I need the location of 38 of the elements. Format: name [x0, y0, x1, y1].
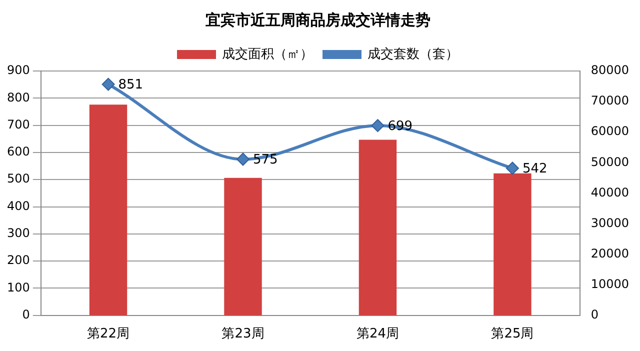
y2-tick-label: 80000: [590, 63, 630, 78]
legend-label: 成交面积（㎡）: [222, 46, 313, 62]
y-tick-label: 700: [7, 117, 30, 132]
chart-title: 宜宾市近五周商品房成交详情走势: [206, 10, 430, 29]
point: [371, 119, 384, 132]
y2-tick-label: 70000: [590, 94, 630, 108]
x-tick-label: 第22周: [86, 326, 130, 342]
legend-label: 成交套数（套）: [368, 46, 458, 62]
y-tick-label: 0: [22, 308, 30, 322]
point: [506, 162, 519, 175]
y-tick-label: 300: [7, 226, 30, 240]
y2-tick-label: 50000: [590, 154, 630, 169]
data-label: 699: [388, 118, 413, 134]
y-tick-label: 200: [7, 253, 30, 268]
data-label: 575: [253, 152, 278, 168]
x-tick-label: 第24周: [356, 326, 400, 342]
data-label: 542: [522, 162, 548, 177]
point: [236, 152, 250, 166]
y-tick-label: 900: [7, 63, 30, 78]
y2-tick-label: 10000: [590, 276, 630, 291]
y2-tick-label: 60000: [590, 124, 630, 138]
data-label: 851: [118, 78, 144, 93]
bar: [89, 104, 128, 316]
y2-tick-label: 40000: [590, 185, 630, 200]
y-tick-label: 400: [7, 198, 30, 213]
y-tick-label: 500: [7, 172, 30, 186]
y2-tick-label: 0: [590, 308, 598, 322]
y2-tick-label: 20000: [590, 246, 630, 260]
point: [102, 78, 115, 91]
bar: [224, 178, 262, 316]
y2-tick-label: 30000: [590, 216, 630, 230]
y-tick-label: 800: [7, 90, 30, 104]
x-tick-label: 第23周: [222, 326, 264, 342]
y-tick-label: 100: [7, 280, 30, 294]
y-tick-label: 600: [7, 144, 30, 159]
x-tick-label: 第25周: [491, 326, 534, 342]
bar: [494, 173, 532, 316]
bar: [358, 140, 397, 316]
